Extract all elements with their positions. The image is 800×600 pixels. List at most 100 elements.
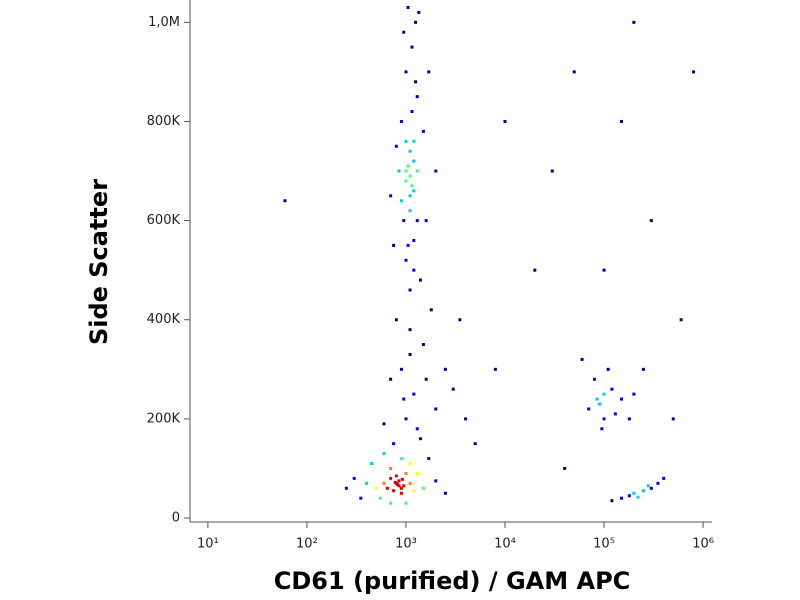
data-point	[415, 169, 419, 173]
data-point	[385, 486, 389, 490]
data-point	[394, 318, 398, 322]
data-point	[434, 407, 438, 411]
data-point	[592, 377, 596, 381]
data-point	[610, 499, 614, 503]
data-point	[392, 243, 396, 247]
data-point	[393, 480, 397, 484]
data-point	[649, 219, 653, 223]
data-point	[382, 422, 386, 426]
data-point	[389, 476, 393, 480]
data-point	[412, 189, 416, 193]
data-point	[691, 70, 695, 74]
data-point	[619, 397, 623, 401]
data-point	[283, 199, 287, 203]
data-point	[408, 174, 412, 178]
data-point	[434, 479, 438, 483]
data-point	[412, 392, 416, 396]
data-point	[404, 139, 408, 143]
y-tick-label: 800K	[147, 114, 181, 129]
data-point	[374, 486, 378, 490]
data-point	[404, 169, 408, 173]
data-point	[400, 477, 404, 481]
data-point	[404, 179, 408, 183]
x-tick-label: 10⁴	[494, 537, 516, 552]
data-point	[392, 489, 396, 493]
data-point	[408, 209, 412, 213]
data-point	[649, 486, 653, 490]
data-point	[418, 278, 422, 282]
data-point	[641, 489, 645, 493]
data-point	[415, 95, 419, 99]
data-point	[641, 367, 645, 371]
data-point	[412, 238, 416, 242]
data-point	[602, 268, 606, 272]
y-tick-label: 400K	[147, 312, 181, 327]
data-point	[412, 139, 416, 143]
x-tick-label: 10⁶	[692, 537, 714, 552]
data-point	[399, 491, 403, 495]
data-point	[632, 491, 636, 495]
data-point	[473, 442, 477, 446]
data-point	[563, 466, 567, 470]
data-point	[427, 457, 431, 461]
data-point	[613, 412, 617, 416]
data-point	[415, 427, 419, 431]
y-tick-label: 600K	[147, 213, 181, 228]
data-point	[636, 495, 640, 499]
y-tick-label: 1,0M	[148, 15, 180, 30]
data-point	[410, 184, 414, 188]
data-point	[410, 110, 414, 114]
data-point	[533, 268, 537, 272]
data-point	[408, 288, 412, 292]
data-point	[415, 219, 419, 223]
x-axis-title: CD61 (purified) / GAM APC	[274, 567, 631, 595]
x-tick-label: 10¹	[197, 537, 219, 552]
data-point	[392, 442, 396, 446]
data-point	[451, 387, 455, 391]
data-point	[404, 417, 408, 421]
data-point	[602, 417, 606, 421]
data-point	[399, 367, 403, 371]
x-tick-label: 10²	[296, 537, 318, 552]
data-point	[417, 10, 421, 14]
data-point	[378, 496, 382, 500]
data-point	[412, 159, 416, 163]
data-point	[412, 268, 416, 272]
data-point	[443, 491, 447, 495]
data-point	[627, 494, 631, 498]
data-point	[414, 20, 418, 24]
data-point	[550, 169, 554, 173]
data-point	[394, 474, 398, 478]
data-point	[399, 486, 403, 490]
data-point	[404, 258, 408, 262]
data-point	[408, 194, 412, 198]
data-point	[402, 30, 406, 34]
data-point	[493, 367, 497, 371]
data-point	[397, 169, 401, 173]
y-axis-title: Side Scatter	[85, 179, 113, 345]
data-point	[359, 496, 363, 500]
data-point	[397, 484, 401, 488]
data-point	[424, 377, 428, 381]
data-point	[408, 352, 412, 356]
data-point	[389, 466, 393, 470]
data-point	[404, 471, 408, 475]
data-point	[414, 80, 418, 84]
data-point	[389, 501, 393, 505]
data-point	[352, 476, 356, 480]
data-point	[408, 481, 412, 485]
data-point	[412, 489, 416, 493]
data-point	[587, 407, 591, 411]
data-point	[434, 169, 438, 173]
x-tick-label: 10⁵	[593, 537, 615, 552]
data-point	[370, 462, 374, 466]
data-point	[619, 496, 623, 500]
data-point	[415, 471, 419, 475]
data-point	[395, 482, 399, 486]
data-point	[632, 20, 636, 24]
y-tick-label: 0	[172, 511, 180, 526]
y-tick-label: 200K	[147, 411, 181, 426]
data-point	[418, 437, 422, 441]
data-point	[598, 402, 602, 406]
data-point	[399, 457, 403, 461]
